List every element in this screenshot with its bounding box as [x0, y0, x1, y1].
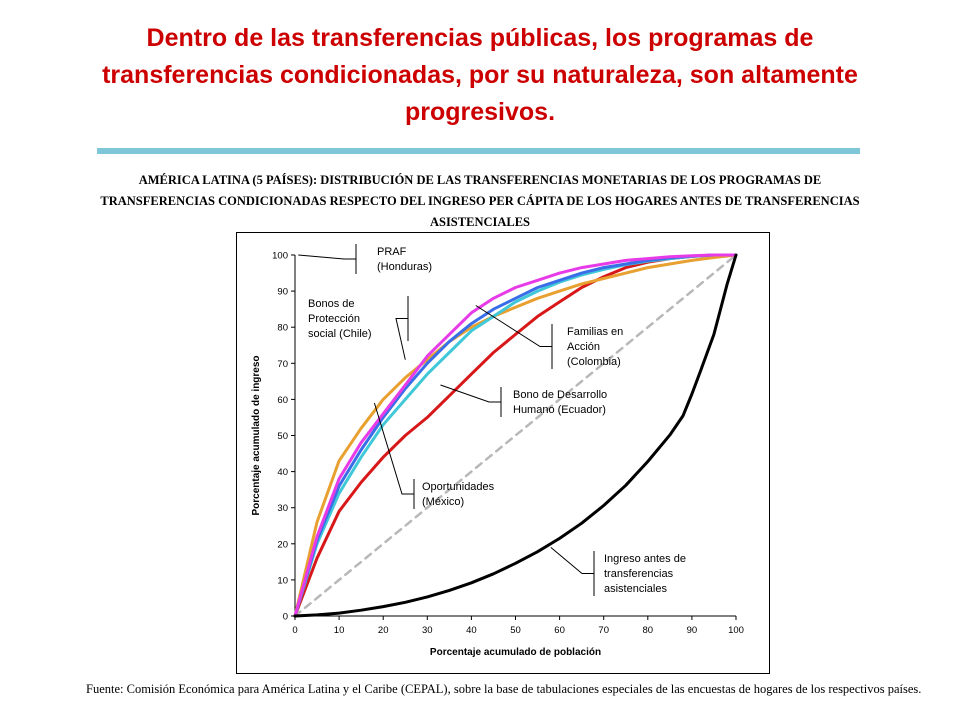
x-tick-label: 40 [466, 625, 477, 636]
annotation-callout: Oportunidades (México) [373, 402, 495, 509]
series-line-ingreso-antes-de-transferencias-asistenciales [293, 253, 738, 618]
annotation-label: Acción [567, 341, 600, 353]
x-tick-label: 10 [334, 625, 345, 636]
source-note: Fuente: Comisión Económica para América … [86, 682, 922, 696]
annotation-callout: Bono de Desarrollo Humano (Ecuador) [440, 384, 607, 417]
annotation-leader [475, 305, 552, 347]
annotation-leader [395, 318, 408, 360]
annotation-label: social (Chile) [308, 328, 372, 340]
concentration-curve-chart: 0 10 20 30 40 50 60 70 80 90 100 0 10 20 30 40 50 60 70 80 9… [251, 244, 744, 659]
annotation-label: Protección [308, 313, 360, 325]
y-tick-label: 90 [277, 287, 288, 298]
y-axis-label: Porcentaje acumulado de ingreso [251, 355, 262, 515]
x-tick-label: 100 [728, 625, 744, 636]
annotation-label: (Colombia) [567, 356, 621, 368]
x-tick-label: 50 [510, 625, 521, 636]
x-tick-label: 90 [687, 625, 698, 636]
y-tick-label: 60 [277, 395, 288, 406]
annotation-layer: PRAF (Honduras) Bonos de Protección social (… [298, 244, 686, 596]
annotation-label: Bonos de [308, 298, 354, 310]
annotation-callout: PRAF (Honduras) [298, 244, 432, 274]
annotation-leader [550, 547, 594, 574]
y-tick-label: 100 [272, 251, 288, 262]
annotation-label: (México) [422, 496, 464, 508]
y-tick-label: 30 [277, 503, 288, 514]
annotation-label: Familias en [567, 326, 623, 338]
chart-title: AMÉRICA LATINA (5 PAÍSES): DISTRIBUCIÓN … [100, 173, 860, 229]
y-tick-label: 0 [283, 612, 288, 623]
annotation-label: asistenciales [604, 583, 667, 595]
annotation-leader [440, 384, 501, 403]
y-tick-label: 40 [277, 467, 288, 478]
x-tick-label: 20 [378, 625, 389, 636]
y-tick-label: 80 [277, 323, 288, 334]
annotation-leader [298, 254, 356, 260]
x-tick-label: 0 [292, 625, 297, 636]
annotation-label: Humano (Ecuador) [513, 404, 606, 416]
series-layer [293, 253, 738, 618]
annotation-callout: Ingreso antes de transferencias asistencia… [550, 547, 686, 596]
annotation-label: Ingreso antes de [604, 553, 686, 565]
y-tick-label: 10 [277, 575, 288, 586]
annotation-label: Bono de Desarrollo [513, 389, 607, 401]
x-tick-label: 70 [598, 625, 609, 636]
x-tick-label: 30 [422, 625, 433, 636]
y-tick-label: 70 [277, 359, 288, 370]
x-tick-label: 80 [643, 625, 654, 636]
slide-title: Dentro de las transferencias públicas, l… [102, 24, 858, 126]
annotation-label: (Honduras) [377, 261, 432, 273]
annotation-leader [373, 402, 414, 495]
series-line-oportunidades-mexico [293, 253, 738, 618]
series-line-equality-diagonal [293, 253, 738, 618]
series-line-praf-honduras [293, 253, 738, 618]
annotation-callout: Bonos de Protección social (Chile) [308, 296, 409, 360]
annotation-label: Oportunidades [422, 481, 495, 493]
title-rule [97, 148, 860, 154]
annotation-label: transferencias [604, 568, 674, 580]
y-tick-label: 50 [277, 431, 288, 442]
y-tick-label: 20 [277, 539, 288, 550]
x-axis-label: Porcentaje acumulado de población [430, 647, 601, 658]
annotation-label: PRAF [377, 246, 407, 258]
x-tick-label: 60 [554, 625, 565, 636]
axes: 0 10 20 30 40 50 60 70 80 90 100 0 10 20 30 40 50 60 70 80 9… [251, 251, 744, 659]
annotation-callout: Familias en Acción (Colombia) [475, 305, 623, 369]
